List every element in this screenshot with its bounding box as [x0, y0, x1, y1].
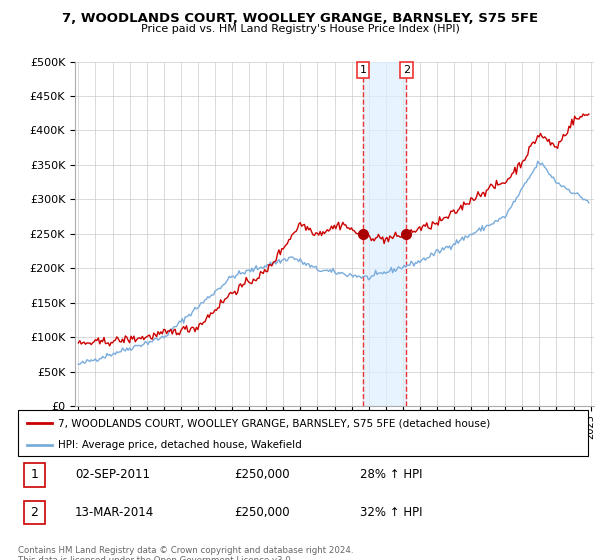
- Text: HPI: Average price, detached house, Wakefield: HPI: Average price, detached house, Wake…: [58, 440, 302, 450]
- Text: £250,000: £250,000: [235, 506, 290, 519]
- Text: 28% ↑ HPI: 28% ↑ HPI: [360, 468, 422, 482]
- Text: 1: 1: [31, 468, 38, 482]
- Text: 2: 2: [403, 65, 410, 75]
- Text: Contains HM Land Registry data © Crown copyright and database right 2024.
This d: Contains HM Land Registry data © Crown c…: [18, 546, 353, 560]
- FancyBboxPatch shape: [24, 501, 46, 524]
- Text: 13-MAR-2014: 13-MAR-2014: [75, 506, 154, 519]
- Text: 1: 1: [359, 65, 367, 75]
- Bar: [363, 62, 406, 406]
- FancyBboxPatch shape: [24, 463, 46, 487]
- Text: 7, WOODLANDS COURT, WOOLLEY GRANGE, BARNSLEY, S75 5FE (detached house): 7, WOODLANDS COURT, WOOLLEY GRANGE, BARN…: [58, 418, 490, 428]
- Text: 7, WOODLANDS COURT, WOOLLEY GRANGE, BARNSLEY, S75 5FE: 7, WOODLANDS COURT, WOOLLEY GRANGE, BARN…: [62, 12, 538, 25]
- Text: 02-SEP-2011: 02-SEP-2011: [75, 468, 150, 482]
- Text: Price paid vs. HM Land Registry's House Price Index (HPI): Price paid vs. HM Land Registry's House …: [140, 24, 460, 34]
- Text: 32% ↑ HPI: 32% ↑ HPI: [360, 506, 422, 519]
- Text: 2: 2: [31, 506, 38, 519]
- Text: £250,000: £250,000: [235, 468, 290, 482]
- FancyBboxPatch shape: [18, 410, 588, 456]
